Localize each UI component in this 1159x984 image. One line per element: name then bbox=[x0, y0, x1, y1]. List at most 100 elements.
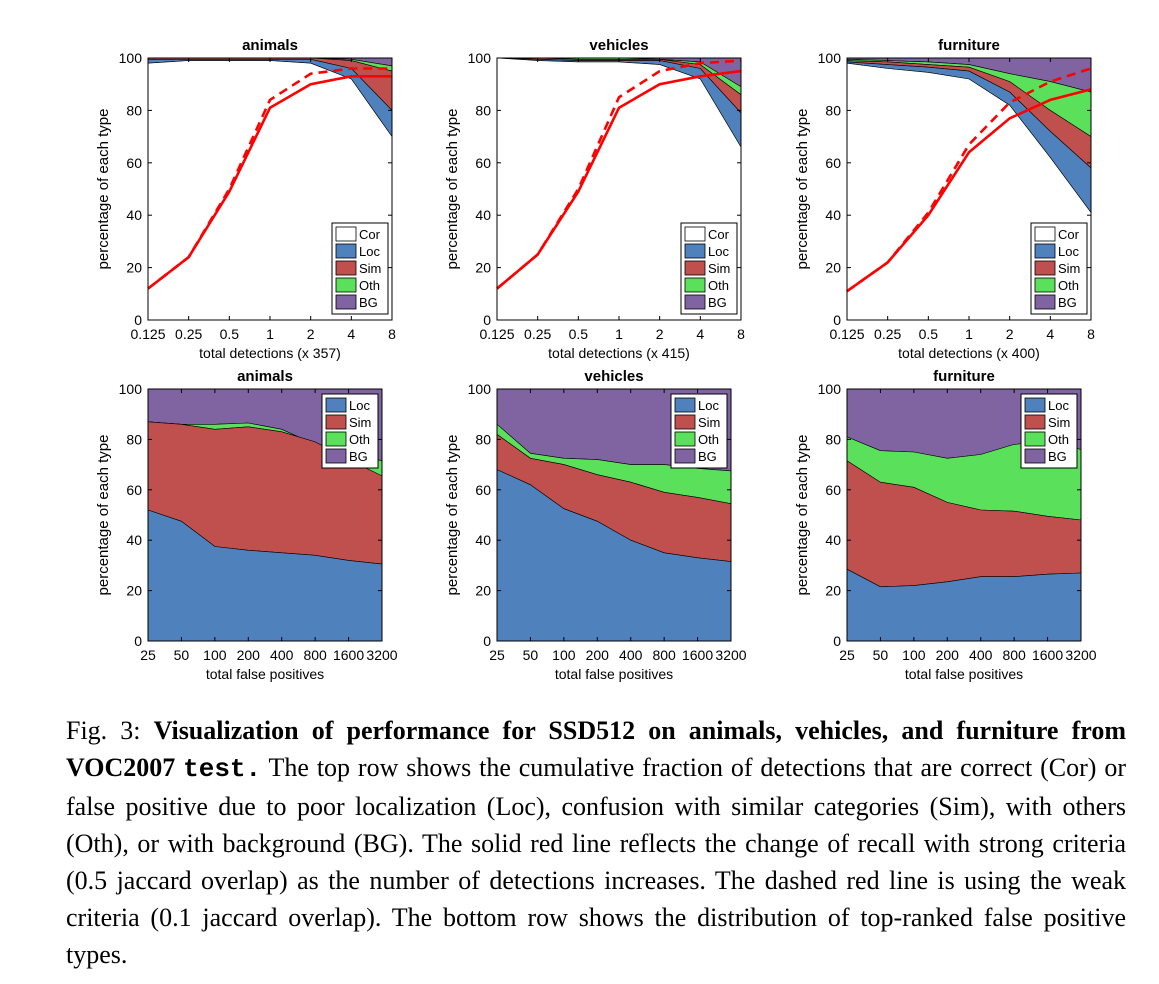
recall-strong-line bbox=[496, 69, 742, 290]
y-tick-label: 100 bbox=[818, 381, 842, 397]
chart-title: animals bbox=[237, 368, 293, 385]
x-tick-label: 200 bbox=[237, 647, 261, 663]
y-tick-label: 20 bbox=[825, 583, 841, 599]
x-axis-label: total false positives bbox=[555, 666, 673, 682]
legend-swatch-sim bbox=[1034, 260, 1056, 276]
axes-box bbox=[846, 388, 1082, 642]
legend-entry-sim: Sim bbox=[349, 415, 371, 430]
legend: Loc Sim Oth BG bbox=[670, 393, 728, 469]
y-tick-label: 80 bbox=[475, 102, 491, 118]
legend-entry-sim: Sim bbox=[698, 415, 720, 430]
x-tick-label: 1600 bbox=[333, 647, 364, 663]
legend-entry-sim: Sim bbox=[708, 261, 730, 276]
legend: Cor Loc Sim Oth BG bbox=[1030, 222, 1088, 315]
legend-entry-bg: BG bbox=[1048, 449, 1067, 464]
legend-entry-oth: Oth bbox=[359, 278, 380, 293]
y-tick-label: 80 bbox=[825, 431, 841, 447]
y-tick-label: 0 bbox=[483, 312, 491, 328]
x-tick-label: 25 bbox=[839, 647, 855, 663]
x-tick-label: 800 bbox=[652, 647, 676, 663]
x-tick-label: 50 bbox=[523, 647, 539, 663]
y-tick-label: 60 bbox=[126, 155, 142, 171]
chart-panel-5: 0 20 40 60 80 100 25 50 100 200 400 800 1600 3200 vehi… bbox=[444, 368, 747, 682]
y-tick-label: 60 bbox=[825, 155, 841, 171]
x-tick-label: 800 bbox=[303, 647, 327, 663]
x-tick-label: 25 bbox=[140, 647, 156, 663]
x-tick-label: 4 bbox=[696, 326, 704, 342]
y-tick-label: 40 bbox=[475, 207, 491, 223]
y-tick-label: 80 bbox=[126, 431, 142, 447]
chart-title: furniture bbox=[933, 368, 995, 385]
y-tick-label: 40 bbox=[126, 532, 142, 548]
legend-entry-oth: Oth bbox=[1058, 278, 1079, 293]
x-tick-label: 1600 bbox=[1032, 647, 1063, 663]
x-tick-label: 2 bbox=[656, 326, 664, 342]
legend-swatch-oth bbox=[684, 277, 706, 293]
chart-title: vehicles bbox=[589, 37, 648, 54]
legend-entry-sim: Sim bbox=[359, 261, 381, 276]
x-tick-label: 8 bbox=[388, 326, 396, 342]
y-tick-label: 0 bbox=[833, 312, 841, 328]
legend-entry-loc: Loc bbox=[1048, 398, 1069, 413]
y-tick-label: 60 bbox=[825, 482, 841, 498]
legend-entry-bg: BG bbox=[1058, 295, 1077, 310]
x-axis-label: total detections (x 400) bbox=[898, 345, 1040, 361]
y-tick-label: 20 bbox=[126, 260, 142, 276]
legend-swatch-cor bbox=[335, 226, 357, 242]
caption-mono-text: test. bbox=[183, 754, 262, 784]
legend-swatch-sim bbox=[325, 414, 347, 430]
chart-panel-1: 0 20 40 60 80 100 0.125 0.25 0.5 1 2 4 8 animals total… bbox=[95, 37, 396, 361]
caption-body-text: The top row shows the cumulative fractio… bbox=[66, 753, 1126, 969]
chart-title: furniture bbox=[938, 37, 1000, 54]
caption-bold-text: Visualization of performance for SSD512 … bbox=[66, 716, 1126, 782]
x-tick-label: 2 bbox=[307, 326, 315, 342]
legend-swatch-sim bbox=[335, 260, 357, 276]
legend-entry-bg: BG bbox=[359, 295, 378, 310]
axes-box bbox=[147, 388, 383, 642]
x-tick-label: 4 bbox=[1046, 326, 1054, 342]
y-tick-label: 0 bbox=[134, 312, 142, 328]
legend-swatch-oth bbox=[674, 431, 696, 447]
x-tick-label: 0.125 bbox=[829, 326, 864, 342]
legend-entry-bg: BG bbox=[708, 295, 727, 310]
y-axis-label: percentage of each type bbox=[794, 435, 811, 596]
y-axis-label: percentage of each type bbox=[95, 109, 112, 270]
y-tick-label: 100 bbox=[468, 50, 492, 66]
legend-entry-loc: Loc bbox=[349, 398, 370, 413]
legend-entry-oth: Oth bbox=[1048, 432, 1069, 447]
x-tick-label: 0.125 bbox=[130, 326, 165, 342]
x-tick-label: 1600 bbox=[682, 647, 713, 663]
x-axis-label: total detections (x 415) bbox=[548, 345, 690, 361]
y-tick-label: 80 bbox=[475, 431, 491, 447]
legend-entry-loc: Loc bbox=[708, 244, 729, 259]
recall-strong-line bbox=[147, 75, 392, 290]
legend-swatch-cor bbox=[1034, 226, 1056, 242]
x-tick-label: 0.25 bbox=[874, 326, 901, 342]
x-tick-label: 8 bbox=[737, 326, 745, 342]
y-tick-label: 40 bbox=[475, 532, 491, 548]
x-tick-label: 800 bbox=[1002, 647, 1026, 663]
x-tick-label: 400 bbox=[270, 647, 294, 663]
chart-title: animals bbox=[242, 37, 298, 54]
legend-swatch-loc bbox=[335, 243, 357, 259]
legend-entry-loc: Loc bbox=[359, 244, 380, 259]
x-tick-label: 3200 bbox=[1065, 647, 1096, 663]
legend: Loc Sim Oth BG bbox=[1020, 393, 1078, 469]
x-tick-label: 200 bbox=[586, 647, 610, 663]
legend-swatch-oth bbox=[335, 277, 357, 293]
figure: 0 20 40 60 80 100 0.125 0.25 0.5 1 2 4 8 animals total… bbox=[95, 37, 1097, 682]
legend-swatch-sim bbox=[1024, 414, 1046, 430]
caption-label: Fig. 3: bbox=[66, 716, 154, 745]
y-tick-label: 100 bbox=[818, 50, 842, 66]
legend: Cor Loc Sim Oth BG bbox=[680, 222, 738, 315]
x-axis-label: total detections (x 357) bbox=[199, 345, 341, 361]
legend-swatch-bg bbox=[674, 448, 696, 464]
x-tick-label: 100 bbox=[902, 647, 926, 663]
legend-entry-cor: Cor bbox=[359, 227, 381, 242]
legend-swatch-loc bbox=[1024, 397, 1046, 413]
y-tick-label: 20 bbox=[126, 583, 142, 599]
chart-panel-4: 0 20 40 60 80 100 25 50 100 200 400 800 1600 3200 anim… bbox=[95, 368, 398, 682]
y-tick-label: 100 bbox=[119, 50, 143, 66]
x-tick-label: 100 bbox=[203, 647, 227, 663]
